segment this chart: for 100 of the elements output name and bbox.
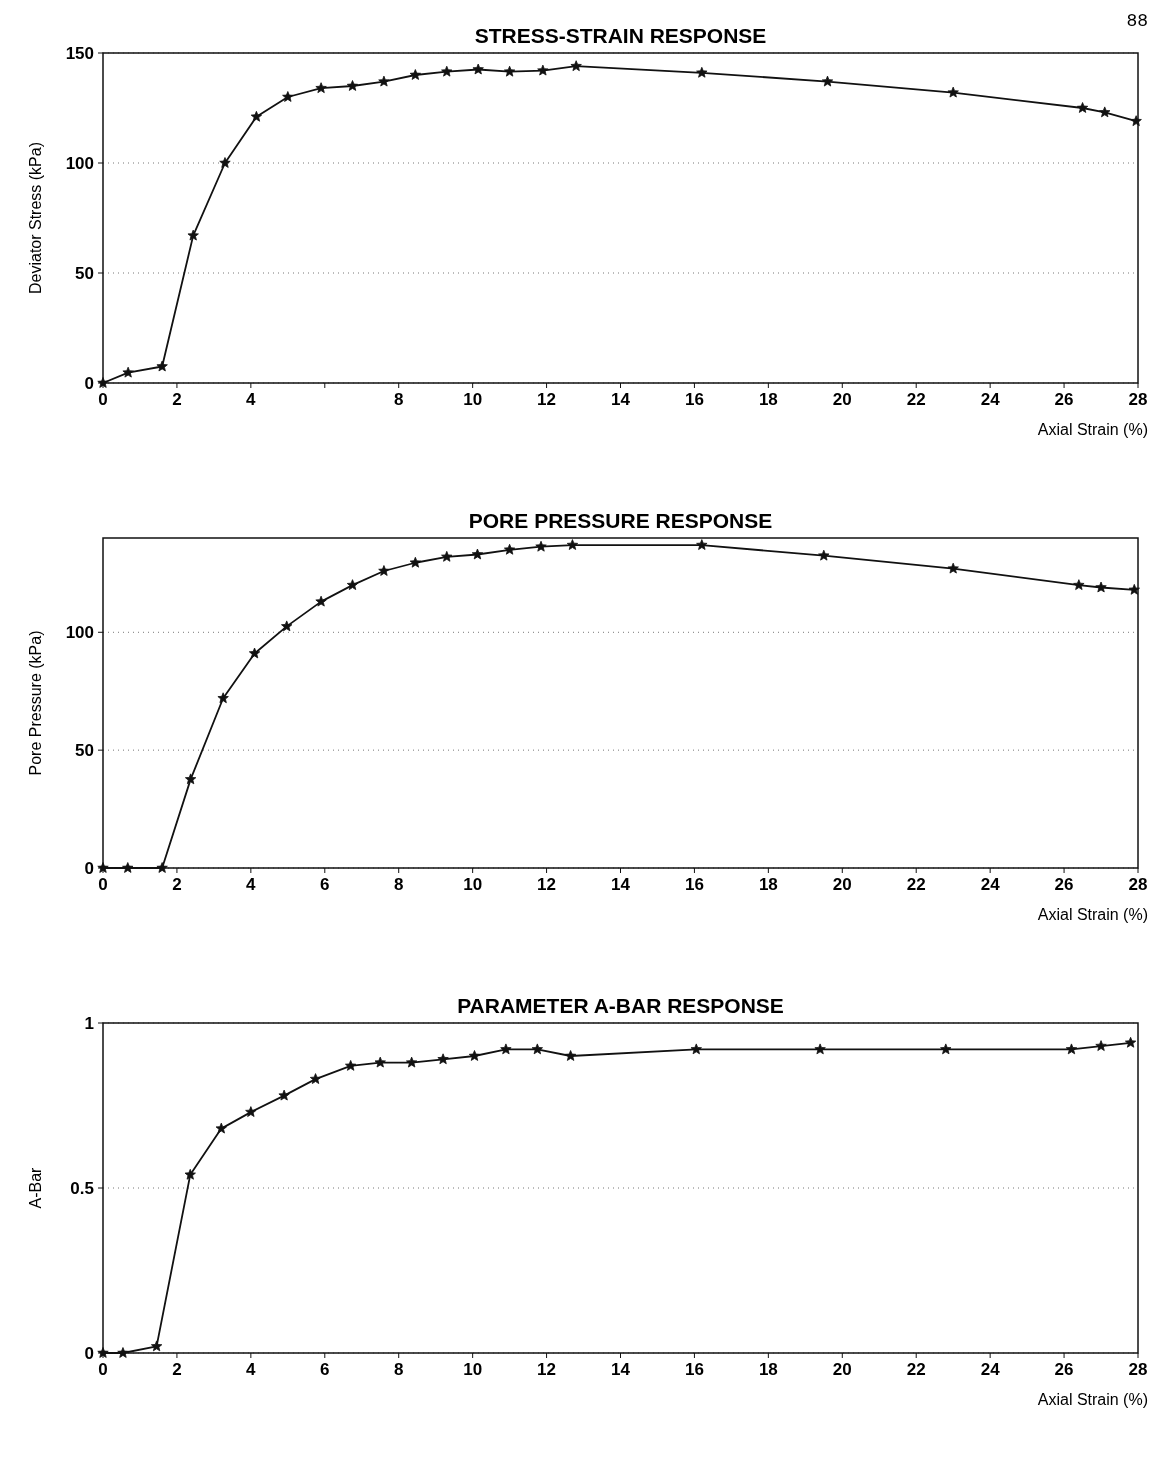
x-tick-label: 24 (980, 1360, 1001, 1379)
point (278, 1089, 290, 1101)
x-tick-label: 4 (246, 390, 257, 409)
point (940, 1043, 952, 1055)
x-tick-label: 20 (832, 875, 852, 894)
point (503, 65, 516, 77)
x-tick-label: 10 (463, 1360, 483, 1379)
y-tick-label: 1 (84, 1013, 94, 1033)
point (187, 229, 199, 241)
y-tick-label: 150 (65, 43, 94, 63)
point (696, 66, 708, 78)
x-tick-label: 2 (172, 875, 182, 894)
x-tick-label: 26 (1054, 1360, 1074, 1379)
point (250, 110, 263, 122)
point (315, 82, 327, 94)
point (1130, 115, 1142, 127)
point (1095, 1040, 1107, 1051)
x-tick-label: 22 (906, 390, 926, 409)
chart-title: STRESS-STRAIN RESPONSE (474, 24, 767, 47)
x-tick-label: 18 (758, 875, 778, 894)
x-tick-label: 10 (463, 875, 483, 894)
y-axis-title: Deviator Stress (kPa) (27, 141, 44, 295)
x-tick-label: 28 (1128, 390, 1148, 409)
x-tick-label: 14 (611, 875, 631, 894)
x-tick-label: 26 (1054, 875, 1074, 894)
x-tick-label: 28 (1128, 875, 1148, 894)
x-tick-label: 8 (393, 875, 404, 894)
point (378, 75, 390, 87)
point (1095, 581, 1107, 593)
point (281, 620, 293, 632)
point (564, 1050, 577, 1061)
point (122, 366, 134, 378)
point (406, 1056, 418, 1068)
x-tick-label: 28 (1128, 1360, 1148, 1379)
chart-title: PORE PRESSURE RESPONSE (468, 509, 773, 532)
point (156, 862, 168, 873)
point (248, 647, 261, 659)
point (566, 539, 579, 550)
y-tick-label: 0 (84, 373, 94, 393)
point (245, 1106, 257, 1117)
x-tick-label: 18 (758, 390, 778, 409)
point (814, 1043, 826, 1055)
x-tick-label: 14 (611, 390, 631, 409)
point (184, 1168, 196, 1180)
x-tick-label: 22 (906, 1360, 926, 1379)
point (696, 539, 708, 550)
point (818, 549, 830, 561)
point (1128, 583, 1140, 595)
point (471, 548, 484, 560)
chart-title: PARAMETER A-BAR RESPONSE (457, 994, 784, 1017)
y-tick-label: 100 (65, 623, 94, 643)
x-tick-label: 24 (980, 390, 1001, 409)
point (409, 556, 421, 568)
x-tick-label: 16 (684, 875, 704, 894)
point (378, 565, 390, 576)
point (346, 80, 359, 91)
y-tick-label: 50 (75, 263, 94, 283)
x-tick-label: 6 (320, 875, 330, 894)
point (97, 377, 109, 388)
x-tick-label: 0 (98, 875, 108, 894)
x-tick-label: 0 (98, 1360, 108, 1379)
x-tick-label: 8 (393, 390, 404, 409)
point (947, 86, 959, 98)
point (1076, 102, 1089, 113)
point (122, 862, 134, 873)
y-tick-label: 0.5 (70, 1178, 94, 1198)
point (537, 64, 549, 76)
y-tick-label: 100 (65, 153, 94, 173)
point (1099, 106, 1111, 118)
point (215, 1122, 227, 1134)
point (690, 1043, 702, 1055)
point (309, 1073, 322, 1084)
y-tick-label: 50 (75, 741, 94, 761)
x-tick-label: 20 (832, 390, 852, 409)
x-tick-label: 4 (246, 875, 257, 894)
x-tick-label: 0 (98, 390, 108, 409)
point (217, 692, 229, 704)
x-tick-label: 10 (463, 390, 483, 409)
point (315, 595, 327, 607)
x-tick-label: 16 (684, 390, 704, 409)
point (570, 60, 582, 72)
x-axis-title: Axial Strain (%) (1037, 421, 1148, 438)
point (468, 1050, 481, 1061)
point (472, 63, 484, 75)
point (503, 543, 516, 555)
point (184, 773, 197, 785)
point (150, 1340, 163, 1352)
point (947, 562, 959, 574)
x-tick-label: 12 (537, 875, 557, 894)
point (346, 579, 359, 590)
x-tick-label: 2 (172, 1360, 182, 1379)
y-axis-title: Pore Pressure (kPa) (27, 630, 44, 776)
x-tick-label: 2 (172, 390, 182, 409)
point (531, 1043, 543, 1055)
y-tick-label: 0 (84, 1343, 94, 1363)
point (535, 540, 547, 552)
point (437, 1053, 449, 1065)
text: 88 (1126, 11, 1148, 31)
point (97, 862, 109, 873)
point (409, 69, 421, 80)
